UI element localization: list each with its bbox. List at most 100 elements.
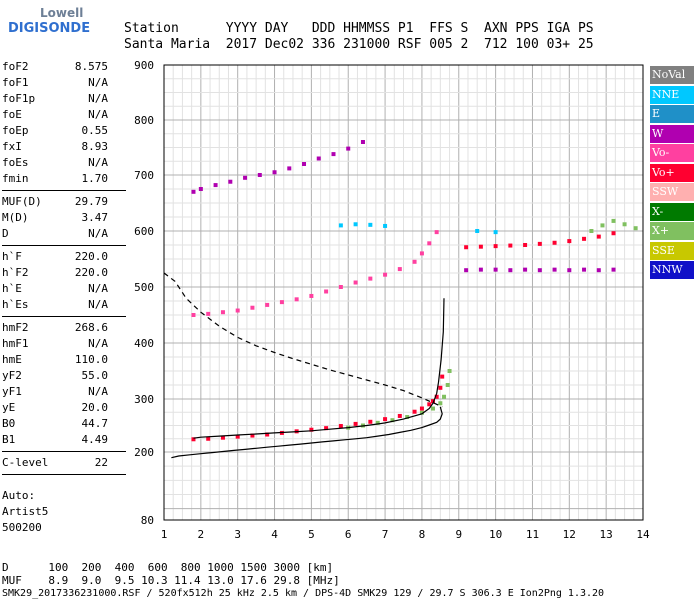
y-tick-label: 400 <box>134 337 154 350</box>
data-point <box>220 310 225 315</box>
data-point <box>302 162 307 166</box>
data-point <box>383 223 388 228</box>
param-row: D N/A <box>2 227 108 240</box>
param-value: N/A <box>88 298 108 311</box>
data-point <box>353 421 358 426</box>
x-tick-label: 5 <box>308 528 315 541</box>
data-point <box>383 417 388 422</box>
param-value: 1.70 <box>81 172 109 185</box>
footer-distance: D 100 200 400 600 800 1000 1500 3000 [km… <box>2 561 334 574</box>
data-point <box>360 140 365 144</box>
data-point <box>567 268 572 273</box>
param-name: foF1p <box>2 92 36 105</box>
data-point <box>383 272 388 277</box>
param-name: foEp <box>2 124 29 137</box>
data-point <box>434 230 439 235</box>
data-point <box>250 433 255 438</box>
param-value: 220.0 <box>74 266 108 279</box>
data-point <box>600 223 605 228</box>
param-name: h`F <box>2 250 22 263</box>
param-value: 29.79 <box>74 195 108 208</box>
y-tick-label: 80 <box>141 514 154 527</box>
data-point <box>191 313 196 317</box>
plot-frame <box>163 64 644 521</box>
data-point <box>316 156 321 161</box>
data-point <box>419 410 424 415</box>
trace-curve <box>171 406 443 459</box>
param-row: yF1 N/A <box>2 385 108 398</box>
y-tick-label: 200 <box>134 446 154 459</box>
tick-labels: 1 2 3 4 5 6 7 8 9 10 11 12 13 14802003004005006007008… <box>134 59 650 541</box>
footer-file-info: SMK29_2017336231000.RSF / 520fx512h 25 k… <box>2 588 605 599</box>
y-tick-label: 500 <box>134 281 154 294</box>
param-name: D <box>2 227 9 240</box>
panel-divider <box>2 245 126 246</box>
param-value: 3.47 <box>81 211 109 224</box>
data-point <box>596 268 601 273</box>
data-point <box>397 413 402 418</box>
data-point <box>213 183 218 188</box>
param-row: foEs N/A <box>2 156 108 169</box>
param-row: foEp 0.55 <box>2 124 108 137</box>
param-value: 44.7 <box>81 417 109 430</box>
param-value: 55.0 <box>81 369 109 382</box>
data-point <box>552 267 557 272</box>
legend-item: X- <box>650 202 694 221</box>
param-row: fmin 1.70 <box>2 172 108 185</box>
param-value: N/A <box>88 227 108 240</box>
param-row: h`F2 220.0 <box>2 266 108 279</box>
param-name: hmF2 <box>2 321 29 334</box>
data-point <box>464 268 469 273</box>
data-point <box>445 383 450 387</box>
data-point <box>397 267 402 272</box>
x-tick-label: 10 <box>489 528 502 541</box>
data-point <box>331 152 336 157</box>
data-point <box>440 374 445 379</box>
data-point <box>338 424 343 429</box>
data-point <box>412 409 417 414</box>
data-point <box>279 300 284 305</box>
legend-item: X+ <box>650 222 694 240</box>
data-point <box>493 267 498 272</box>
param-value: 8.93 <box>81 140 109 153</box>
panel-divider <box>2 474 126 475</box>
param-row: fxI 8.93 <box>2 140 108 153</box>
x-tick-label: 1 <box>161 528 168 541</box>
x-tick-label: 3 <box>234 528 241 541</box>
param-value: 220.0 <box>74 250 108 263</box>
data-point <box>633 226 638 231</box>
param-name: h`F2 <box>2 266 29 279</box>
x-tick-label: 2 <box>198 528 205 541</box>
param-row: hmE 110.0 <box>2 353 108 366</box>
x-tick-label: 11 <box>526 528 539 541</box>
param-row: hmF2 268.6 <box>2 321 108 334</box>
data-point <box>191 189 196 194</box>
param-name: yE <box>2 401 16 414</box>
y-tick-label: 900 <box>134 59 154 72</box>
param-value: 268.6 <box>74 321 108 334</box>
param-row: h`F 220.0 <box>2 250 108 263</box>
legend-item: NoVal <box>650 66 694 84</box>
x-tick-label: 4 <box>271 528 278 541</box>
param-row: h`Es N/A <box>2 298 108 311</box>
param-value: 0.55 <box>81 124 109 137</box>
param-name: yF2 <box>2 369 22 382</box>
data-point <box>427 402 432 407</box>
data-point <box>375 420 380 425</box>
legend-item: SSW <box>650 183 694 201</box>
data-point <box>438 401 443 406</box>
param-value: 8.575 <box>74 60 108 73</box>
y-tick-label: 800 <box>134 114 154 127</box>
param-name: h`E <box>2 282 22 295</box>
param-name: hmF1 <box>2 337 29 350</box>
param-row: foF2 8.575 <box>2 60 108 73</box>
data-point <box>228 179 233 184</box>
data-point <box>430 399 435 404</box>
data-point <box>508 268 513 273</box>
data-point <box>338 223 343 228</box>
param-row: M(D) 3.47 <box>2 211 108 224</box>
data-point <box>552 240 557 245</box>
param-name: M(D) <box>2 211 29 224</box>
param-row: B1 4.49 <box>2 433 108 446</box>
